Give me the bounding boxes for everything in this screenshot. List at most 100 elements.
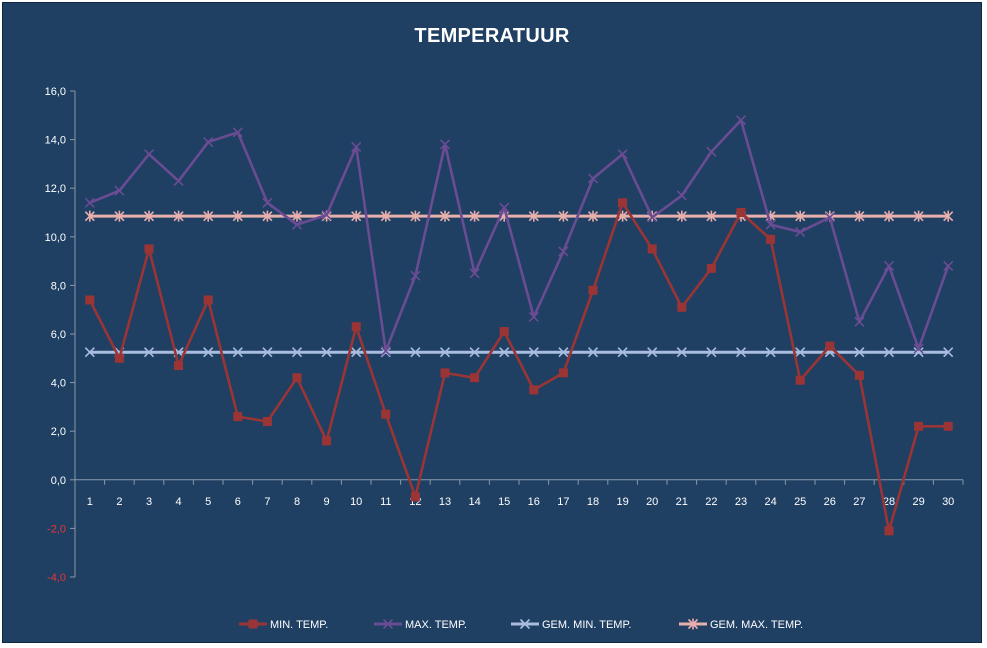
x-tick-label: 24 [764,496,776,508]
data-point [765,219,776,230]
data-point [647,347,658,358]
data-point [706,210,717,222]
data-point [380,345,391,357]
data-point [913,210,924,222]
y-tick-label: 8,0 [51,280,66,292]
legend-swatch-marker [687,618,699,630]
data-point [351,322,361,332]
data-point [380,210,391,222]
data-point [499,202,510,213]
data-point [144,244,154,254]
data-point [321,209,332,220]
data-point [469,347,480,358]
data-point [410,270,421,281]
data-point [736,208,746,217]
y-tick-label: 16,0 [45,86,66,98]
x-tick-label: 10 [350,496,362,508]
data-point [351,347,362,358]
data-point [854,316,865,327]
data-point [677,302,687,312]
x-tick-label: 2 [116,496,122,508]
data-point [321,347,332,358]
y-tick-label: 12,0 [45,183,66,195]
y-tick-label: 0,0 [51,475,66,487]
data-point [854,370,864,380]
y-tick-label: 4,0 [51,378,66,390]
data-point [854,210,865,222]
data-point [440,368,450,378]
data-point [735,347,747,358]
data-point [558,368,568,378]
data-point [322,436,332,446]
data-point [173,175,184,186]
data-point [706,263,716,273]
data-point [233,412,243,422]
data-point [735,115,747,126]
data-point [884,526,894,536]
x-tick-label: 27 [853,496,865,508]
legend: MIN. TEMP. MAX. TEMP. GEM. MIN. TEMP. GEM. … [239,618,803,631]
data-point [883,260,895,272]
x-tick-label: 30 [942,496,954,508]
data-point [706,146,717,157]
data-point [913,347,924,358]
data-point [203,210,214,222]
legend-label: MIN. TEMP. [270,619,328,631]
y-tick-label: 10,0 [45,232,66,244]
data-point [173,210,184,222]
data-point [410,210,421,222]
y-tick-label: -2,0 [47,523,66,535]
data-point [291,210,303,222]
data-point [439,210,451,222]
x-tick-label: 14 [468,496,480,508]
data-point [143,210,155,222]
data-point [676,190,687,201]
y-tick-label: 2,0 [51,426,66,438]
data-point [588,285,598,295]
y-tick-label: 14,0 [45,135,66,147]
legend-item: MAX. TEMP. [374,618,467,631]
data-point [706,347,717,358]
data-point [469,210,480,222]
legend-label: GEM. MIN. TEMP. [542,619,631,631]
legend-item: MIN. TEMP. [239,619,328,631]
data-point [765,347,776,358]
data-point [469,268,480,279]
x-tick-label: 3 [146,496,152,508]
x-tick-label: 4 [176,496,182,508]
data-point [618,198,628,208]
axes: -4,0 -2,0 0,0 2,0 4,0 6,0 8,0 10,0 12,0 14,0 16,0 1… [45,86,964,584]
data-point [439,139,451,150]
x-tick-label: 28 [883,496,895,508]
data-point [943,347,954,358]
data-point [262,197,273,208]
series-gem-max-temp [84,210,954,222]
data-point [676,347,687,358]
x-tick-label: 25 [794,496,806,508]
data-point [617,347,628,358]
x-tick-label: 8 [294,496,300,508]
data-point [499,347,510,358]
x-tick-label: 26 [824,496,836,508]
x-tick-label: 18 [587,496,599,508]
series-layer [84,115,954,536]
data-point [795,375,805,385]
y-tick-label: -4,0 [47,572,66,584]
data-point [262,416,272,426]
data-point [232,347,243,358]
data-point [825,341,835,351]
data-point [914,421,924,431]
data-point [558,246,569,257]
data-point [647,244,657,254]
data-point [943,421,953,431]
data-point [528,347,539,358]
data-point [143,347,155,358]
data-point [84,210,95,222]
data-point [528,210,539,222]
data-point [114,185,125,196]
data-point [528,311,539,323]
legend-label: MAX. TEMP. [405,619,467,631]
data-point [676,210,687,222]
data-point [558,347,569,358]
series-max-temp [84,115,954,357]
